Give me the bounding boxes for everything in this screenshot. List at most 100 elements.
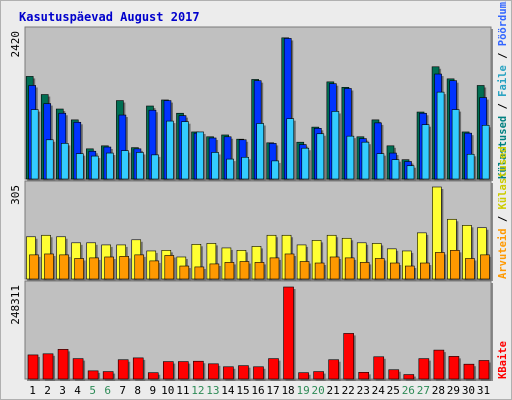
hits-bar-day-7 [121,150,129,180]
x-tick-label-day-14: 14 [221,384,235,397]
hits-bar-day-21 [331,111,340,180]
x-tick-label-day-29: 29 [447,384,460,397]
bytes-bar-day-12 [193,360,204,380]
legend-item: Külastused [497,146,509,209]
hits-bar-day-24 [376,153,385,180]
x-tick-label-day-23: 23 [357,384,370,397]
hits-bar-day-6 [106,152,114,180]
panel-3-plot-area [24,280,492,380]
x-tick-label-day-26: 26 [402,384,415,397]
x-tick-label-day-8: 8 [134,384,141,397]
hits-bar-day-29 [451,109,460,180]
files-bar-day-14 [224,262,235,280]
files-bar-day-4 [74,258,84,280]
bytes-bar-day-5 [87,370,99,380]
files-bar-day-1 [29,254,39,280]
files-bar-day-17 [269,257,280,280]
files-bar-day-30 [465,258,475,280]
x-tick-label-day-31: 31 [477,384,490,397]
x-tick-label-day-20: 20 [312,384,325,397]
bytes-bar-day-17 [268,358,279,380]
files-bar-day-8 [134,254,145,280]
files-bar-day-6 [104,256,114,280]
hits-bar-day-2 [45,139,54,180]
bytes-bar-day-31 [478,360,490,380]
bytes-bar-day-29 [448,356,460,380]
files-bar-day-15 [239,261,250,280]
hits-bar-day-18 [286,118,295,180]
files-bar-day-28 [435,252,445,280]
legend-item: Pöördumisi [497,1,509,46]
bytes-bar-day-2 [42,353,54,380]
bytes-bar-day-8 [132,357,144,380]
hits-bar-day-12 [196,131,204,180]
bytes-bar-day-27 [418,358,430,380]
x-tick-label-day-2: 2 [44,384,51,397]
legend-item: Arvuteid [497,228,509,279]
files-bar-day-26 [405,265,415,280]
hits-bar-day-13 [211,152,219,180]
x-tick-label-day-1: 1 [29,384,36,397]
bytes-bar-day-26 [403,374,415,380]
bytes-bar-day-19 [298,372,309,380]
hits-bar-day-8 [136,152,144,180]
hits-bar-day-4 [75,153,84,180]
legend-separator: / [497,46,509,65]
x-tick-label-day-5: 5 [89,384,96,397]
panel-2-ymax-label: 305 [9,185,22,205]
bytes-bar-day-23 [358,372,370,380]
x-tick-label-day-24: 24 [372,384,386,397]
bytes-bar-day-4 [72,358,84,380]
x-tick-label-day-28: 28 [432,384,445,397]
bytes-bar-day-11 [178,361,189,380]
bytes-bar-day-25 [388,369,400,380]
panel-2-legend: Arvuteid / Külastused [497,146,509,279]
chart-title: Kasutuspäevad August 2017 [19,10,200,24]
bytes-bar-day-7 [117,359,129,380]
hits-bar-day-17 [271,160,280,180]
legend-item: KBaite [497,341,509,379]
bytes-bar-day-3 [57,349,69,380]
bytes-bar-day-22 [343,333,354,380]
hits-bar-day-19 [301,147,310,180]
files-bar-day-9 [149,260,160,280]
bytes-bar-day-21 [328,359,339,380]
x-tick-label-day-4: 4 [74,384,81,397]
legend-separator: / [497,209,509,228]
hits-bar-day-28 [436,91,445,180]
files-bar-day-27 [420,262,430,280]
hits-bar-day-25 [391,159,400,180]
bytes-bar-day-16 [253,366,264,380]
hits-bar-day-16 [256,123,264,180]
files-bar-day-7 [119,256,129,280]
hits-bar-day-9 [151,154,159,180]
hits-bar-day-23 [361,141,370,180]
bytes-bar-day-15 [238,365,249,380]
files-bar-day-24 [374,258,385,280]
hits-bar-day-5 [91,155,99,180]
hits-bar-day-15 [241,156,249,180]
files-bar-day-16 [254,262,265,280]
files-bar-day-11 [179,265,190,280]
files-bar-day-22 [344,257,355,280]
x-tick-label-day-6: 6 [104,384,111,397]
legend-item: Külastused [497,116,509,179]
x-tick-label-day-3: 3 [59,384,66,397]
bytes-bar-day-20 [313,371,324,380]
files-bar-day-20 [314,262,325,280]
x-tick-label-day-11: 11 [176,384,189,397]
hits-bar-day-27 [421,124,430,180]
x-tick-label-day-15: 15 [236,384,249,397]
files-bar-day-10 [164,255,175,280]
hits-bar-day-14 [226,158,234,180]
bytes-bar-day-10 [162,361,174,380]
bytes-bar-day-18 [283,286,294,380]
hits-bar-day-20 [316,133,325,180]
files-bar-day-31 [480,254,490,280]
files-bar-day-18 [284,253,295,280]
bytes-bar-day-28 [433,349,445,380]
files-bar-day-25 [389,262,400,280]
files-bar-day-2 [44,253,54,280]
